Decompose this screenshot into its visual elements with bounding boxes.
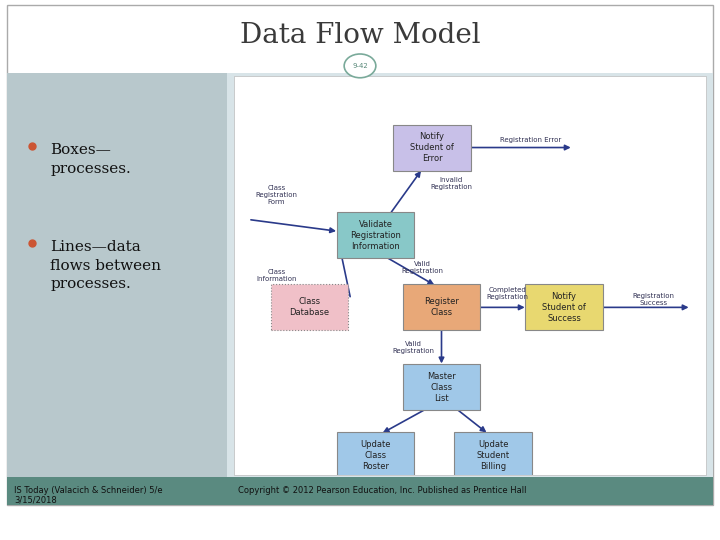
FancyBboxPatch shape xyxy=(7,5,713,505)
Text: Validate
Registration
Information: Validate Registration Information xyxy=(350,220,401,251)
FancyBboxPatch shape xyxy=(7,477,713,505)
Text: 3/15/2018: 3/15/2018 xyxy=(14,496,57,504)
Text: Class
Information: Class Information xyxy=(256,269,297,282)
Text: Update
Student
Billing: Update Student Billing xyxy=(477,440,510,471)
FancyBboxPatch shape xyxy=(271,285,348,330)
FancyBboxPatch shape xyxy=(393,125,471,171)
Text: Boxes—
processes.: Boxes— processes. xyxy=(50,143,131,176)
Text: Class
Database: Class Database xyxy=(289,298,330,318)
Text: Notify
Student of
Error: Notify Student of Error xyxy=(410,132,454,163)
Text: IS Today (Valacich & Schneider) 5/e: IS Today (Valacich & Schneider) 5/e xyxy=(14,487,163,495)
FancyBboxPatch shape xyxy=(234,76,706,475)
Text: Lines—data
flows between
processes.: Lines—data flows between processes. xyxy=(50,240,161,291)
FancyBboxPatch shape xyxy=(227,73,713,478)
Text: Notify
Student of
Success: Notify Student of Success xyxy=(542,292,586,323)
Text: Valid
Registration: Valid Registration xyxy=(392,341,434,354)
Text: 9-42: 9-42 xyxy=(352,63,368,69)
Text: Register
Class: Register Class xyxy=(424,298,459,318)
FancyBboxPatch shape xyxy=(336,432,415,478)
Text: Valid
Registration: Valid Registration xyxy=(402,261,444,274)
Text: Data Flow Model: Data Flow Model xyxy=(240,22,480,49)
Text: Invalid
Registration: Invalid Registration xyxy=(430,177,472,190)
Text: Master
Class
List: Master Class List xyxy=(427,372,456,403)
FancyBboxPatch shape xyxy=(525,285,603,330)
FancyBboxPatch shape xyxy=(454,432,532,478)
FancyBboxPatch shape xyxy=(402,364,480,410)
FancyBboxPatch shape xyxy=(336,212,415,259)
FancyBboxPatch shape xyxy=(7,73,227,478)
Text: Class
Registration
Form: Class Registration Form xyxy=(256,185,297,206)
Circle shape xyxy=(344,54,376,78)
Text: Registration
Success: Registration Success xyxy=(633,293,675,306)
Text: Update
Class
Roster: Update Class Roster xyxy=(360,440,391,471)
Text: Completed
Registration: Completed Registration xyxy=(487,287,528,300)
Text: Copyright © 2012 Pearson Education, Inc. Published as Prentice Hall: Copyright © 2012 Pearson Education, Inc.… xyxy=(238,487,526,495)
FancyBboxPatch shape xyxy=(402,285,480,330)
Text: Registration Error: Registration Error xyxy=(500,137,562,143)
